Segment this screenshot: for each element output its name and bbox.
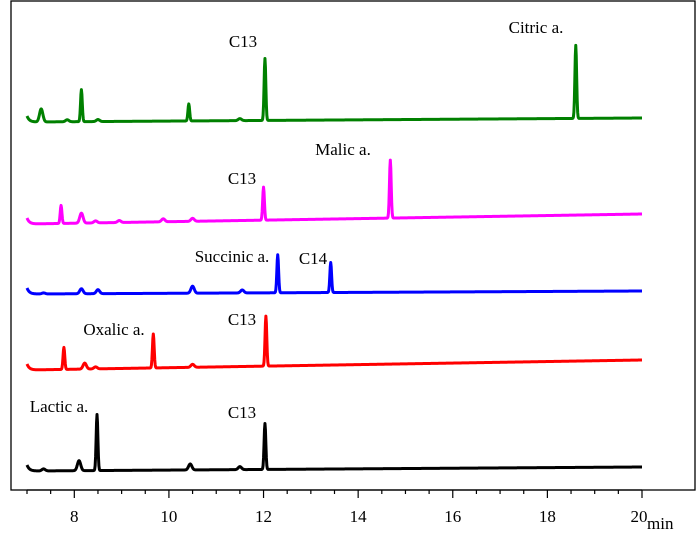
x-tick-label: 16 [444, 507, 461, 526]
peak-annotation: C13 [228, 310, 256, 329]
x-tick-label: 8 [70, 507, 79, 526]
peak-annotation: C13 [229, 32, 257, 51]
annotations: Citric a. C13 Malic a. C13 Succinic a. C14 Oxa… [30, 18, 564, 422]
peak-annotation: Malic a. [315, 140, 371, 159]
peak-annotation: Oxalic a. [83, 320, 144, 339]
peak-annotation: Succinic a. [195, 247, 270, 266]
x-tick-label: 10 [160, 507, 177, 526]
trace-line [25, 314, 644, 372]
x-tick-label: 20 [631, 507, 648, 526]
peak-annotation: C13 [228, 169, 256, 188]
trace-line [25, 158, 644, 226]
x-tick-label: 12 [255, 507, 272, 526]
traces [25, 43, 644, 473]
peak-annotation: C13 [228, 403, 256, 422]
peak-annotation: C14 [299, 249, 328, 268]
x-tick-label: 18 [539, 507, 556, 526]
plot-frame [10, 0, 696, 491]
x-axis-ticks: 8 10 12 14 16 18 20 [26, 490, 648, 526]
peak-annotation: Lactic a. [30, 397, 89, 416]
peak-annotation: Citric a. [509, 18, 564, 37]
x-axis-unit-label: min [647, 514, 674, 533]
trace-line [25, 413, 644, 473]
trace-line [25, 43, 644, 124]
x-tick-label: 14 [350, 507, 368, 526]
trace-line [25, 253, 644, 296]
